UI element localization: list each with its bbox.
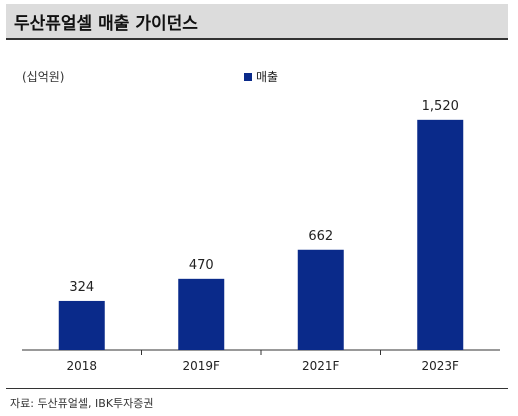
title-bar: 두산퓨얼셀 매출 가이던스 xyxy=(6,4,508,38)
bar xyxy=(178,278,225,350)
data-label: 662 xyxy=(308,229,333,244)
data-label: 324 xyxy=(69,280,94,295)
chart-title: 두산퓨얼셀 매출 가이던스 xyxy=(14,13,198,34)
source-note: 자료: 두산퓨얼셀, IBK투자증권 xyxy=(10,397,154,410)
legend-swatch xyxy=(244,72,252,81)
x-tick-label: 2019F xyxy=(183,359,221,373)
bar xyxy=(58,300,105,350)
data-label: 1,520 xyxy=(422,99,459,114)
bottom-divider xyxy=(6,388,508,389)
title-divider xyxy=(6,38,508,40)
legend-label: 매출 xyxy=(256,70,279,84)
bar xyxy=(417,119,464,350)
legend: 매출 xyxy=(244,68,278,85)
x-tick-label: 2023F xyxy=(422,359,460,373)
x-tick-label: 2021F xyxy=(302,359,340,373)
x-tick-label: 2018 xyxy=(66,359,97,373)
data-label: 470 xyxy=(189,258,214,273)
unit-label: (십억원) xyxy=(22,70,65,84)
bar xyxy=(297,249,344,350)
